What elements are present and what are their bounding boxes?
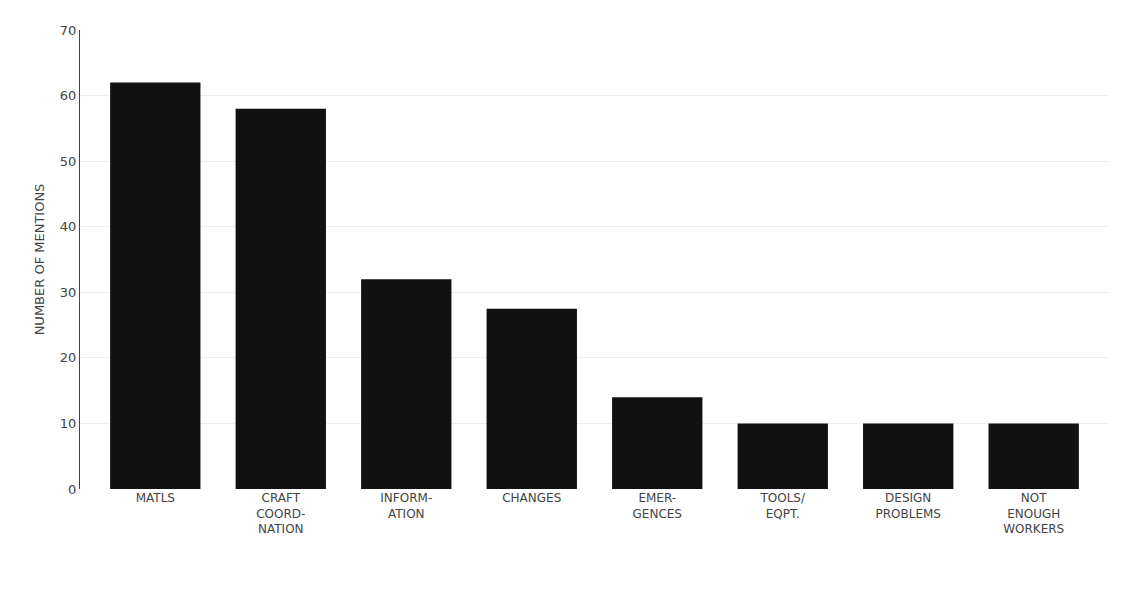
- svg-text:DESIGNPROBLEMS: DESIGNPROBLEMS: [875, 491, 941, 521]
- svg-text:NOTENOUGHWORKERS: NOTENOUGHWORKERS: [1003, 491, 1064, 536]
- svg-text:TOOLS/EQPT.: TOOLS/EQPT.: [759, 491, 806, 521]
- svg-text:INFORM-ATION: INFORM-ATION: [380, 491, 432, 521]
- svg-text:40: 40: [60, 219, 77, 234]
- svg-text:20: 20: [60, 350, 77, 365]
- svg-text:10: 10: [60, 416, 77, 431]
- svg-text:CRAFTCOORD-NATION: CRAFTCOORD-NATION: [256, 491, 305, 536]
- svg-text:NUMBER OF MENTIONS: NUMBER OF MENTIONS: [32, 184, 47, 336]
- svg-text:0: 0: [68, 482, 76, 497]
- svg-text:MATLS: MATLS: [136, 491, 175, 505]
- svg-text:CHANGES: CHANGES: [502, 491, 561, 505]
- svg-text:70: 70: [60, 23, 77, 38]
- svg-text:EMER-GENCES: EMER-GENCES: [633, 491, 682, 521]
- svg-text:50: 50: [60, 154, 77, 169]
- svg-text:30: 30: [60, 285, 77, 300]
- svg-text:60: 60: [60, 88, 77, 103]
